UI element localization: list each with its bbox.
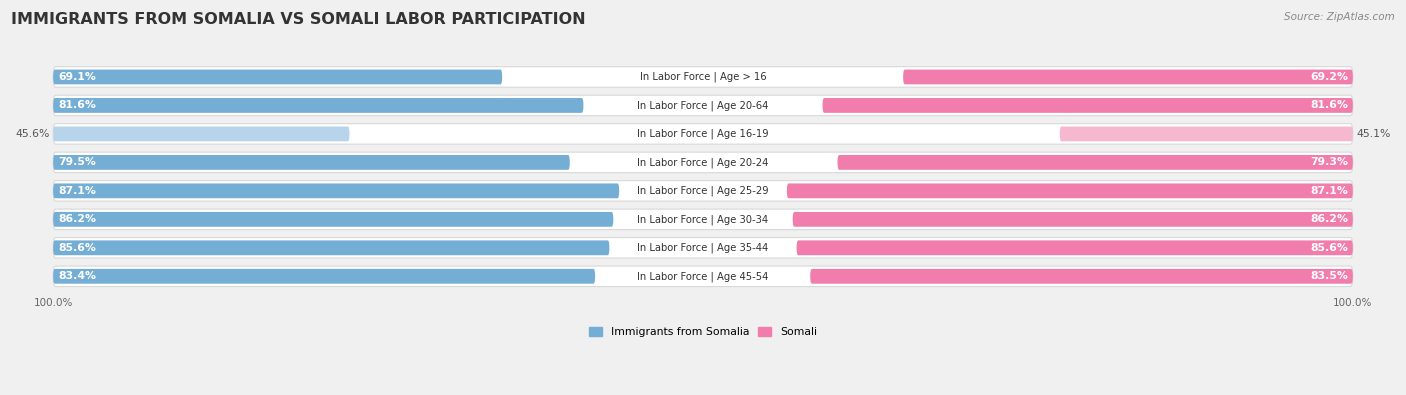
FancyBboxPatch shape (53, 241, 609, 255)
Text: IMMIGRANTS FROM SOMALIA VS SOMALI LABOR PARTICIPATION: IMMIGRANTS FROM SOMALIA VS SOMALI LABOR … (11, 12, 586, 27)
Text: In Labor Force | Age 45-54: In Labor Force | Age 45-54 (637, 271, 769, 282)
Text: Source: ZipAtlas.com: Source: ZipAtlas.com (1284, 12, 1395, 22)
Text: In Labor Force | Age 25-29: In Labor Force | Age 25-29 (637, 186, 769, 196)
FancyBboxPatch shape (793, 212, 1353, 227)
Text: 86.2%: 86.2% (58, 214, 96, 224)
Text: In Labor Force | Age 16-19: In Labor Force | Age 16-19 (637, 129, 769, 139)
FancyBboxPatch shape (53, 126, 350, 141)
FancyBboxPatch shape (53, 70, 502, 85)
FancyBboxPatch shape (903, 70, 1353, 85)
FancyBboxPatch shape (797, 241, 1353, 255)
FancyBboxPatch shape (53, 212, 613, 227)
FancyBboxPatch shape (1060, 126, 1353, 141)
FancyBboxPatch shape (53, 209, 1353, 229)
FancyBboxPatch shape (810, 269, 1353, 284)
Text: 85.6%: 85.6% (1310, 243, 1348, 253)
FancyBboxPatch shape (787, 183, 1353, 198)
FancyBboxPatch shape (53, 183, 619, 198)
Text: 83.4%: 83.4% (58, 271, 96, 281)
Text: In Labor Force | Age 20-24: In Labor Force | Age 20-24 (637, 157, 769, 167)
Text: 85.6%: 85.6% (58, 243, 96, 253)
Text: 87.1%: 87.1% (1310, 186, 1348, 196)
FancyBboxPatch shape (53, 67, 1353, 87)
Text: In Labor Force | Age 35-44: In Labor Force | Age 35-44 (637, 243, 769, 253)
FancyBboxPatch shape (53, 269, 595, 284)
FancyBboxPatch shape (53, 266, 1353, 286)
Text: 45.1%: 45.1% (1355, 129, 1391, 139)
FancyBboxPatch shape (53, 152, 1353, 173)
FancyBboxPatch shape (53, 98, 583, 113)
Text: 81.6%: 81.6% (58, 100, 96, 111)
FancyBboxPatch shape (838, 155, 1353, 170)
FancyBboxPatch shape (53, 155, 569, 170)
Text: 87.1%: 87.1% (58, 186, 96, 196)
Text: 79.5%: 79.5% (58, 157, 96, 167)
FancyBboxPatch shape (53, 181, 1353, 201)
Text: 45.6%: 45.6% (15, 129, 51, 139)
Text: 69.2%: 69.2% (1310, 72, 1348, 82)
FancyBboxPatch shape (53, 237, 1353, 258)
Text: 79.3%: 79.3% (1310, 157, 1348, 167)
Text: 83.5%: 83.5% (1310, 271, 1348, 281)
Text: 81.6%: 81.6% (1310, 100, 1348, 111)
Text: In Labor Force | Age 20-64: In Labor Force | Age 20-64 (637, 100, 769, 111)
Text: In Labor Force | Age 30-34: In Labor Force | Age 30-34 (637, 214, 769, 225)
FancyBboxPatch shape (53, 95, 1353, 116)
Text: 69.1%: 69.1% (58, 72, 96, 82)
Text: In Labor Force | Age > 16: In Labor Force | Age > 16 (640, 72, 766, 82)
Text: 86.2%: 86.2% (1310, 214, 1348, 224)
Legend: Immigrants from Somalia, Somali: Immigrants from Somalia, Somali (585, 322, 821, 341)
FancyBboxPatch shape (823, 98, 1353, 113)
FancyBboxPatch shape (53, 124, 1353, 144)
